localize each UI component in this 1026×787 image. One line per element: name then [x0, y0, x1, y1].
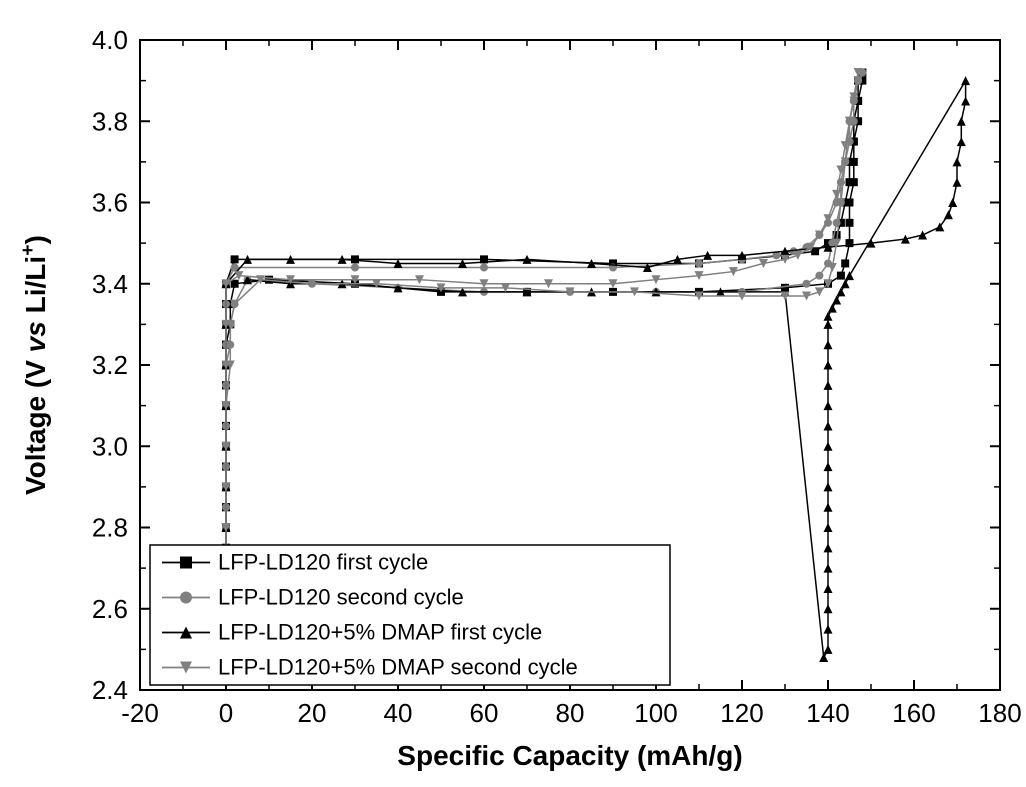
- svg-text:160: 160: [892, 698, 935, 728]
- svg-text:2.6: 2.6: [92, 594, 128, 624]
- svg-text:120: 120: [720, 698, 763, 728]
- svg-text:180: 180: [978, 698, 1021, 728]
- svg-text:80: 80: [556, 698, 585, 728]
- legend-item-label: LFP-LD120 second cycle: [218, 585, 464, 610]
- svg-text:2.8: 2.8: [92, 513, 128, 543]
- legend-item-label: LFP-LD120 first cycle: [218, 550, 428, 575]
- svg-text:4.0: 4.0: [92, 25, 128, 55]
- legend-item-label: LFP-LD120+5% DMAP second cycle: [218, 655, 578, 680]
- svg-text:60: 60: [470, 698, 499, 728]
- y-axis-label: Voltage (V vs Li/Li+): [17, 235, 51, 495]
- svg-text:3.0: 3.0: [92, 431, 128, 461]
- svg-text:0: 0: [219, 698, 233, 728]
- svg-text:20: 20: [298, 698, 327, 728]
- svg-text:3.8: 3.8: [92, 106, 128, 136]
- chart-container: -200204060801001201401601802.42.62.83.03…: [0, 0, 1026, 787]
- x-axis-label: Specific Capacity (mAh/g): [397, 740, 742, 771]
- svg-text:40: 40: [384, 698, 413, 728]
- svg-text:100: 100: [634, 698, 677, 728]
- svg-text:140: 140: [806, 698, 849, 728]
- legend-item-label: LFP-LD120+5% DMAP first cycle: [218, 620, 542, 645]
- voltage-capacity-chart: -200204060801001201401601802.42.62.83.03…: [0, 0, 1026, 787]
- svg-text:3.4: 3.4: [92, 269, 128, 299]
- svg-text:3.2: 3.2: [92, 350, 128, 380]
- svg-text:3.6: 3.6: [92, 188, 128, 218]
- svg-text:2.4: 2.4: [92, 675, 128, 705]
